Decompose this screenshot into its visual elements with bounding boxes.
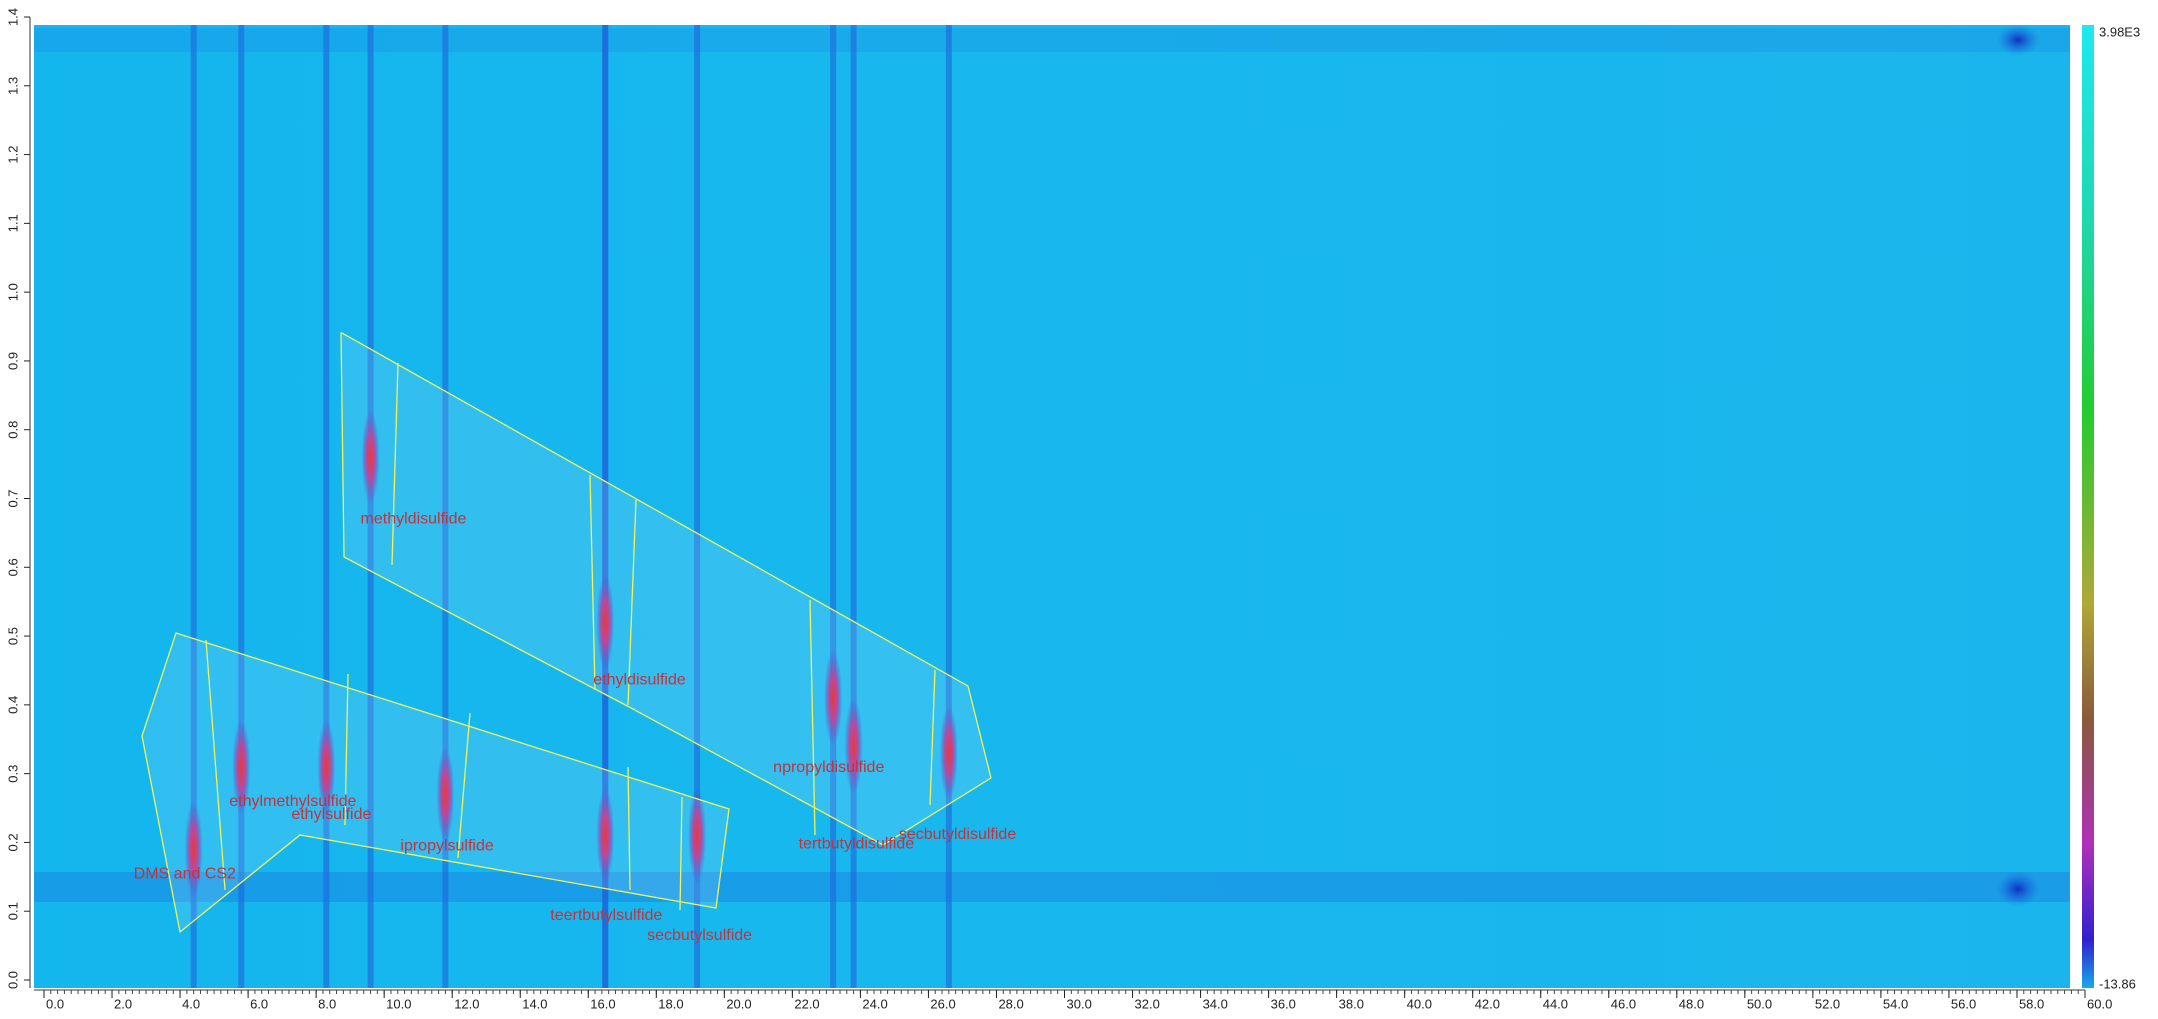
x-tick-label: 60.0 bbox=[2087, 996, 2112, 1011]
horizontal-band bbox=[34, 28, 2070, 52]
y-tick-label: 0.9 bbox=[5, 352, 20, 370]
peak-label: ethyldisulfide bbox=[593, 672, 686, 689]
x-tick-label: 20.0 bbox=[726, 996, 751, 1011]
y-tick-label: 1.0 bbox=[5, 283, 20, 301]
x-tick-label: 48.0 bbox=[1679, 996, 1704, 1011]
x-tick-label: 8.0 bbox=[318, 996, 336, 1011]
y-tick-label: 0.7 bbox=[5, 489, 20, 507]
x-tick-label: 16.0 bbox=[590, 996, 615, 1011]
streak bbox=[946, 25, 952, 988]
x-tick-label: 32.0 bbox=[1135, 996, 1160, 1011]
y-tick-label: 1.2 bbox=[5, 146, 20, 164]
x-tick-label: 6.0 bbox=[250, 996, 268, 1011]
x-tick-label: 30.0 bbox=[1067, 996, 1092, 1011]
heatmap-background bbox=[34, 25, 2070, 988]
x-tick-label: 52.0 bbox=[1815, 996, 1840, 1011]
x-tick-label: 22.0 bbox=[794, 996, 819, 1011]
y-tick-label: 1.4 bbox=[5, 8, 20, 26]
y-tick-label: 1.1 bbox=[5, 214, 20, 232]
peak-label: secbutylsulfide bbox=[647, 927, 752, 944]
peak-label: methyldisulfide bbox=[361, 510, 467, 527]
x-tick-label: 56.0 bbox=[1951, 996, 1976, 1011]
x-tick-label: 12.0 bbox=[454, 996, 479, 1011]
x-tick-label: 34.0 bbox=[1203, 996, 1228, 1011]
blob bbox=[1996, 24, 2040, 56]
colorbar-min: -13.86 bbox=[2099, 976, 2136, 991]
x-tick-label: 54.0 bbox=[1883, 996, 1908, 1011]
peak-label: secbutyldisulfide bbox=[899, 826, 1017, 843]
x-tick-label: 24.0 bbox=[862, 996, 887, 1011]
x-tick-label: 28.0 bbox=[998, 996, 1023, 1011]
x-tick-label: 36.0 bbox=[1271, 996, 1296, 1011]
y-tick-label: 0.8 bbox=[5, 421, 20, 439]
x-tick-label: 38.0 bbox=[1339, 996, 1364, 1011]
blob bbox=[1996, 871, 2040, 907]
x-tick-label: 10.0 bbox=[386, 996, 411, 1011]
peak-label: ethylsulfide bbox=[291, 806, 371, 823]
x-tick-label: 26.0 bbox=[930, 996, 955, 1011]
colorbar-max: 3.98E3 bbox=[2099, 24, 2140, 39]
y-tick-label: 0.4 bbox=[5, 696, 20, 714]
colorbar bbox=[2082, 25, 2094, 988]
peak-label: ipropylsulfide bbox=[400, 837, 493, 854]
x-tick-label: 42.0 bbox=[1475, 996, 1500, 1011]
x-tick-label: 44.0 bbox=[1543, 996, 1568, 1011]
x-tick-label: 58.0 bbox=[2019, 996, 2044, 1011]
y-tick-label: 0.5 bbox=[5, 627, 20, 645]
y-tick-label: 0.1 bbox=[5, 902, 20, 920]
y-tick-label: 1.3 bbox=[5, 77, 20, 95]
x-tick-label: 14.0 bbox=[522, 996, 547, 1011]
y-tick-label: 0.6 bbox=[5, 558, 20, 576]
page: methyldisulfide ethyldisulfide DMS and CS2… bbox=[0, 0, 2158, 1019]
x-tick-label: 18.0 bbox=[658, 996, 683, 1011]
peak-label: tertbutyldisulfide bbox=[799, 835, 915, 852]
x-tick-label: 40.0 bbox=[1407, 996, 1432, 1011]
chart: methyldisulfide ethyldisulfide DMS and CS2… bbox=[0, 0, 2158, 1014]
x-tick-label: 2.0 bbox=[114, 996, 132, 1011]
peak-label: teertbutylsulfide bbox=[550, 907, 662, 924]
horizontal-band bbox=[34, 872, 2070, 902]
x-tick-label: 50.0 bbox=[1747, 996, 1772, 1011]
x-tick-label: 4.0 bbox=[182, 996, 200, 1011]
x-tick-label: 0.0 bbox=[46, 996, 64, 1011]
peak-label: npropyldisulfide bbox=[773, 759, 884, 776]
y-tick-label: 0.0 bbox=[5, 971, 20, 989]
x-tick-label: 46.0 bbox=[1611, 996, 1636, 1011]
streak bbox=[323, 25, 329, 988]
y-tick-label: 0.3 bbox=[5, 765, 20, 783]
y-tick-label: 0.2 bbox=[5, 833, 20, 851]
peak-label: DMS and CS2 bbox=[134, 866, 236, 883]
